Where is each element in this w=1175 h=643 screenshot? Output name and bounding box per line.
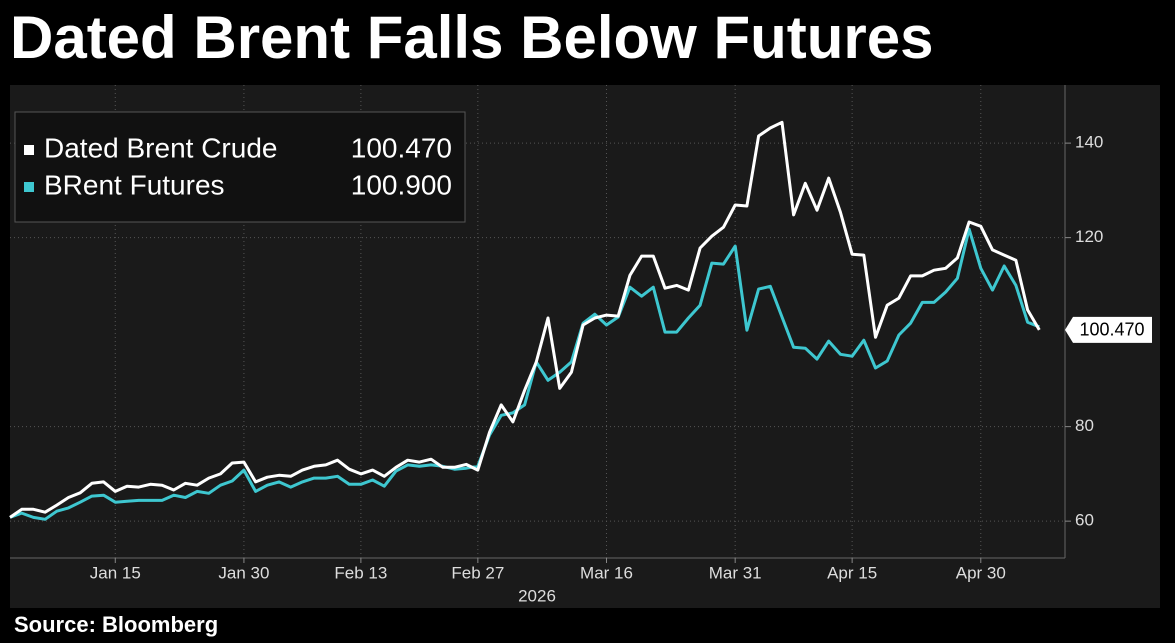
last-value-tag: [1065, 316, 1152, 343]
y-tick-label: 80: [1075, 416, 1094, 435]
legend-value: 100.470: [351, 132, 452, 163]
chart-title: Dated Brent Falls Below Futures: [10, 4, 934, 71]
legend-marker: [24, 182, 34, 192]
x-tick-label: Feb 27: [451, 563, 504, 582]
x-tick-label: Apr 15: [827, 563, 877, 582]
x-tick-label: Jan 15: [90, 563, 141, 582]
legend: [14, 111, 466, 223]
x-tick-label: Jan 30: [218, 563, 269, 582]
x-tick-label: Feb 13: [334, 563, 387, 582]
legend-label: BRent Futures: [44, 169, 225, 200]
series-line: [9, 120, 1041, 519]
y-tick-label: 120: [1075, 227, 1103, 246]
legend-marker: [24, 145, 34, 155]
y-tick-label: 140: [1075, 133, 1103, 152]
x-tick-label: Apr 30: [956, 563, 1006, 582]
source: Source: Bloomberg: [14, 612, 218, 637]
x-tick-label: Mar 31: [709, 563, 762, 582]
legend-value: 100.900: [351, 169, 452, 200]
y-tick-label: 60: [1075, 511, 1094, 530]
last-value-label: 100.470: [1079, 320, 1144, 340]
series-line: [9, 227, 1040, 521]
legend-label: Dated Brent Crude: [44, 132, 277, 163]
x-tick-label: Mar 16: [580, 563, 633, 582]
x-axis-label: 2026: [518, 586, 556, 605]
